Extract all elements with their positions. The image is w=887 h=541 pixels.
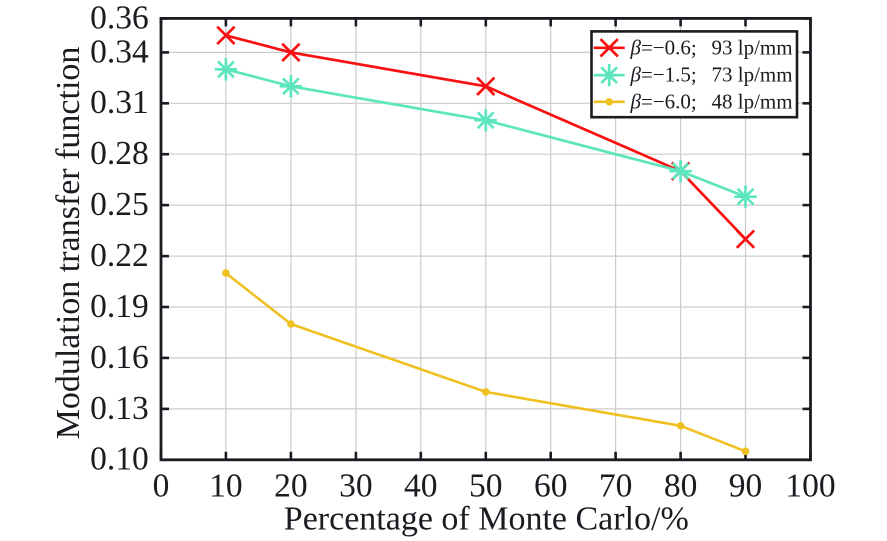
svg-text:20: 20	[274, 467, 308, 504]
svg-text:0.22: 0.22	[90, 237, 149, 274]
svg-text:0.13: 0.13	[90, 390, 149, 427]
svg-text:30: 30	[339, 467, 373, 504]
svg-text:40: 40	[404, 467, 438, 504]
svg-text:0.36: 0.36	[90, 0, 149, 36]
svg-text:β=−6.0;: β=−6.0;	[630, 89, 697, 113]
svg-text:60: 60	[534, 467, 568, 504]
svg-text:70: 70	[599, 467, 633, 504]
svg-text:90: 90	[729, 467, 763, 504]
svg-text:50: 50	[469, 467, 503, 504]
svg-text:0.34: 0.34	[90, 33, 149, 70]
svg-text:93 lp/mm: 93 lp/mm	[712, 35, 793, 59]
svg-text:100: 100	[785, 467, 835, 504]
svg-text:β=−1.5;: β=−1.5;	[630, 63, 697, 87]
svg-text:48 lp/mm: 48 lp/mm	[712, 89, 793, 113]
svg-text:Percentage of Monte Carlo/%: Percentage of Monte Carlo/%	[284, 501, 689, 538]
svg-text:Modulation transfer function: Modulation transfer function	[50, 47, 87, 440]
svg-text:0.19: 0.19	[90, 288, 149, 325]
svg-text:73 lp/mm: 73 lp/mm	[712, 63, 793, 87]
svg-text:0.25: 0.25	[90, 186, 149, 223]
svg-text:10: 10	[209, 467, 243, 504]
svg-text:0.10: 0.10	[90, 441, 149, 478]
svg-text:β=−0.6;: β=−0.6;	[630, 35, 697, 59]
svg-text:0.31: 0.31	[90, 84, 149, 121]
svg-text:0.28: 0.28	[90, 135, 149, 172]
svg-text:80: 80	[664, 467, 698, 504]
svg-text:0: 0	[153, 467, 170, 504]
svg-text:0.16: 0.16	[90, 339, 149, 376]
